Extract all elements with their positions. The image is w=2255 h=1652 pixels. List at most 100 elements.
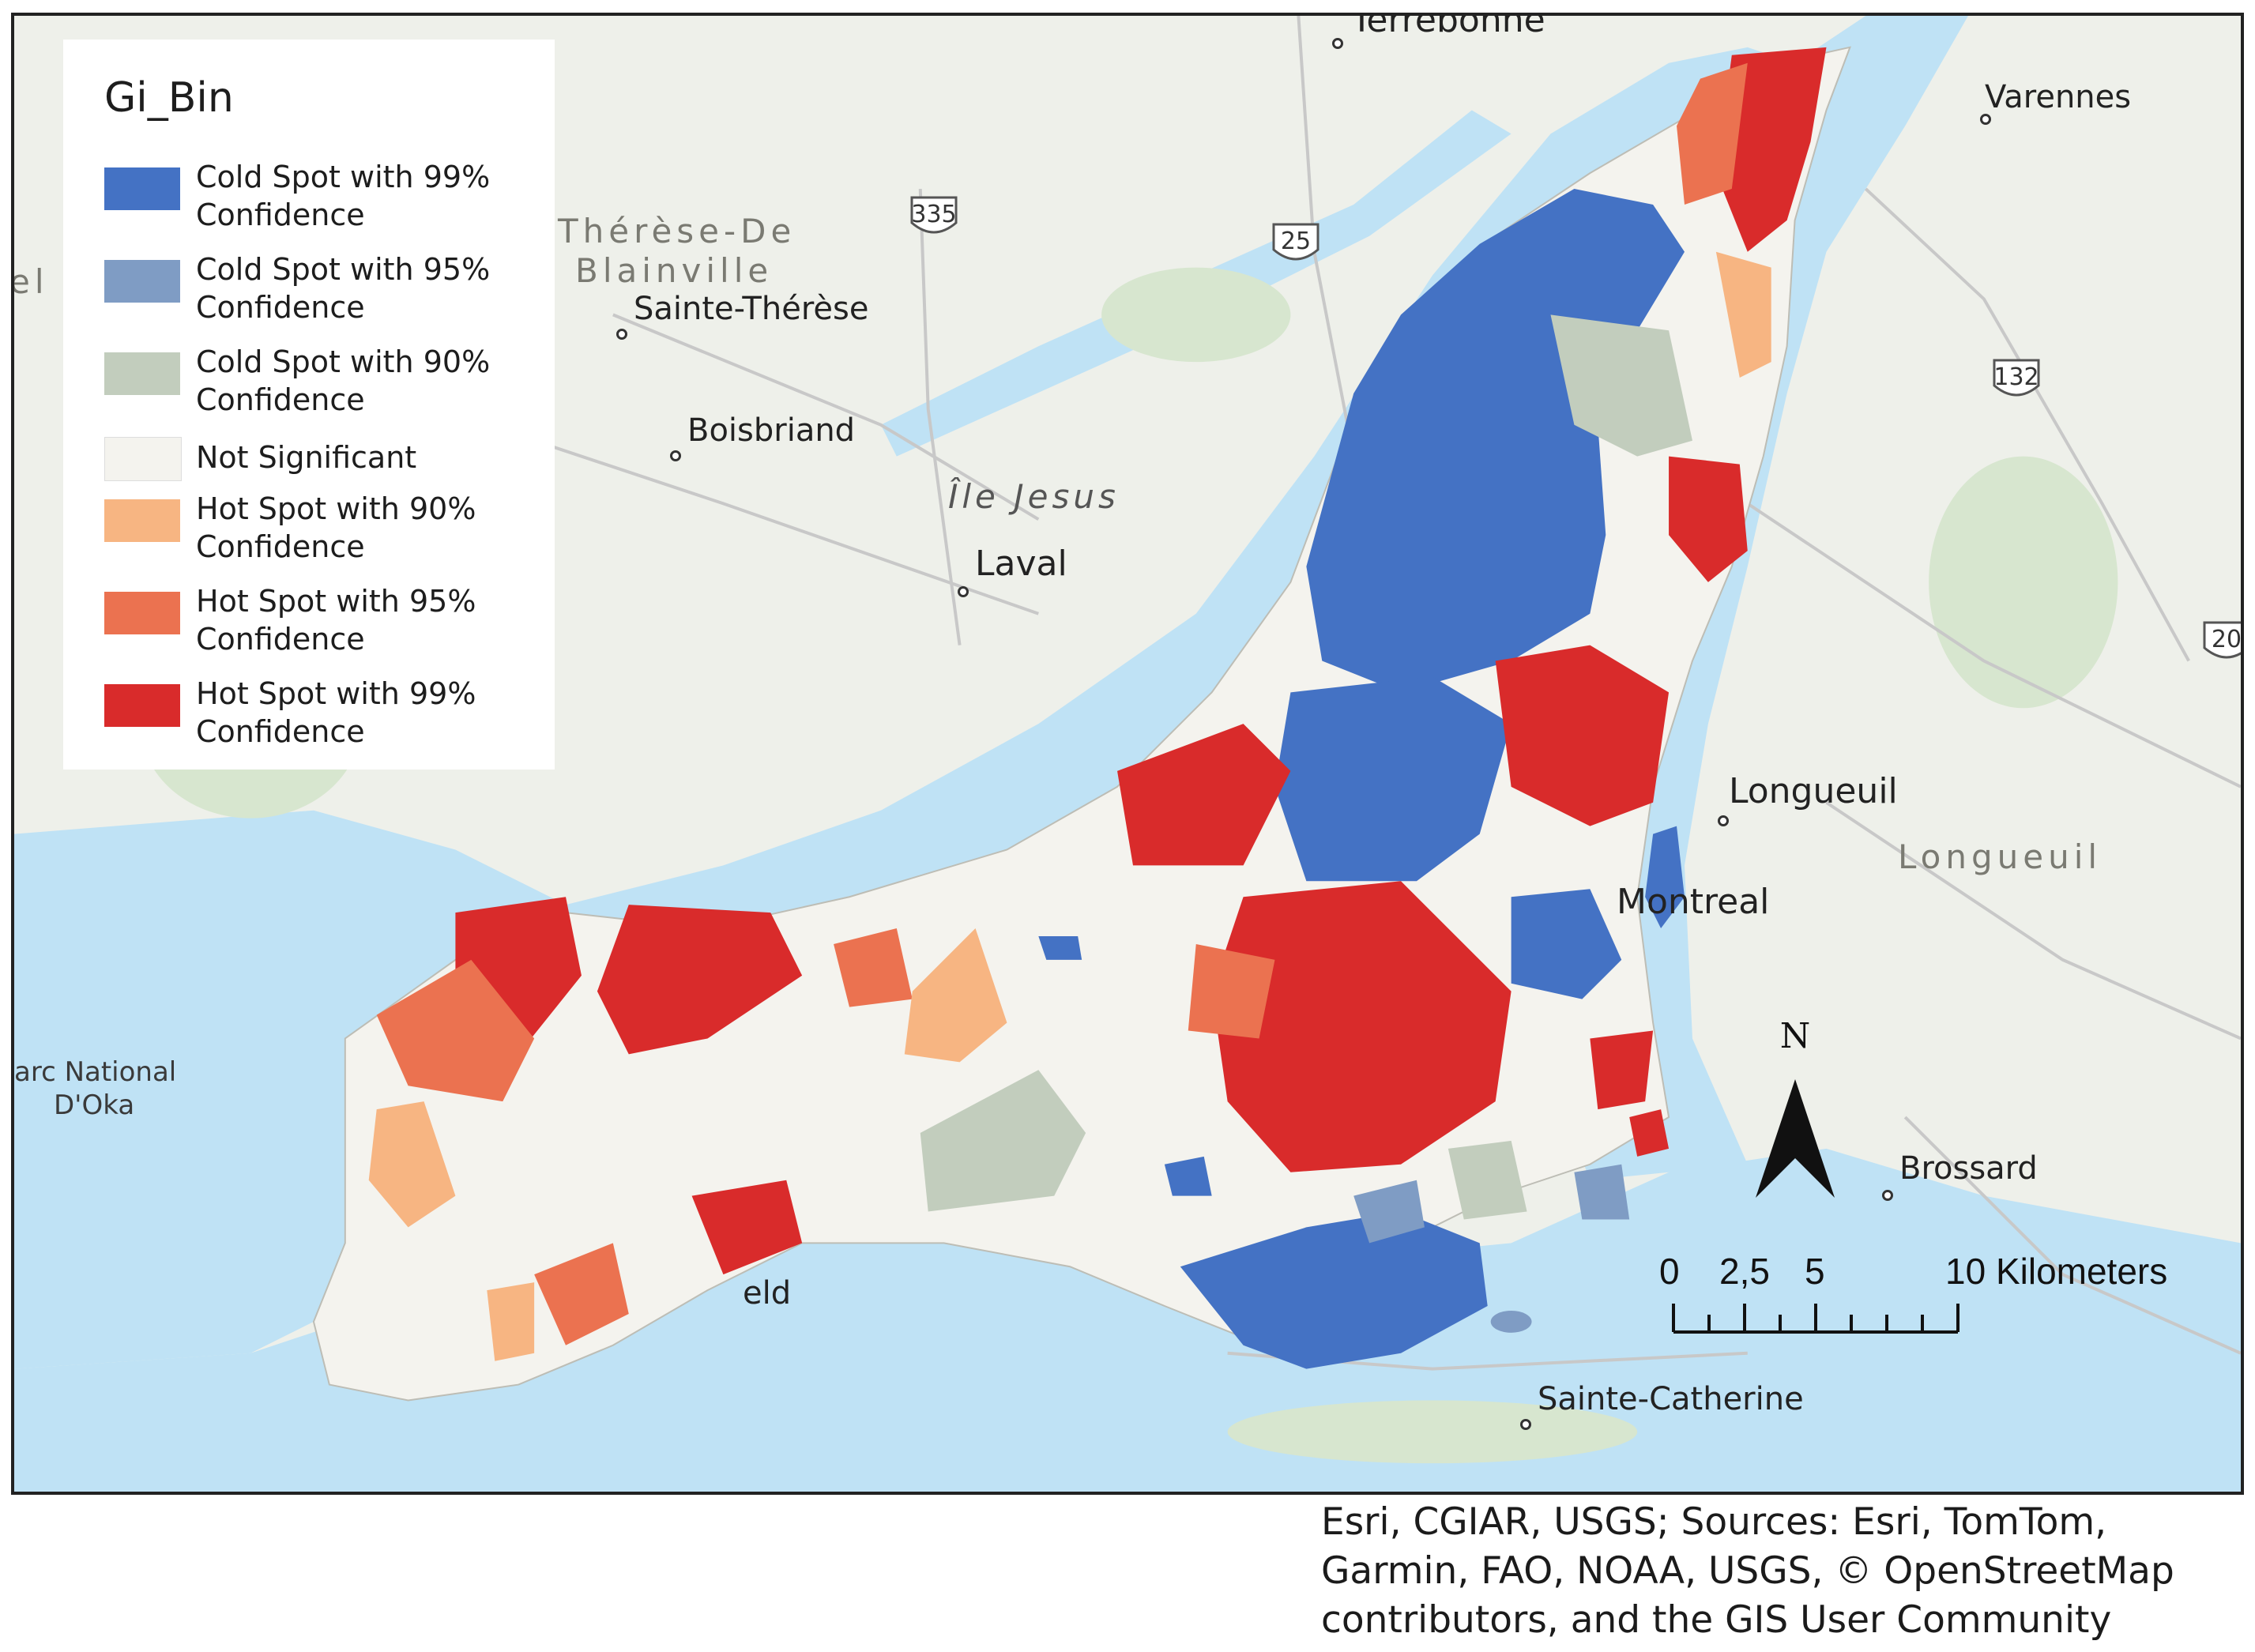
cold-spot-90: [1550, 314, 1692, 457]
legend-title: Gi_Bin: [104, 74, 234, 122]
route-20-shield: 20: [2201, 619, 2242, 660]
place-varennes: Varennes: [1985, 79, 2132, 115]
legend-label: Cold Spot with 99% Confidence: [196, 160, 491, 232]
legend-swatch: [104, 167, 180, 210]
city-marker: [1520, 1419, 1531, 1430]
legend-swatch: [104, 352, 180, 395]
route-335-label: 335: [911, 201, 957, 228]
place-beaconsfield-partial: eld: [743, 1275, 792, 1311]
hot-spot-99-lachine: [691, 1180, 803, 1275]
green-area: [1929, 456, 2118, 709]
city-marker: [958, 586, 969, 597]
place-parc-oka-line1: arc National: [14, 1056, 177, 1088]
legend-swatch: [104, 592, 180, 634]
hot-spot-95: [534, 1243, 629, 1345]
cold-spot-99-small: [1038, 936, 1082, 960]
scale-label-10: 10 Kilometers: [1945, 1251, 2168, 1292]
cold-spot-99-small: [1164, 1156, 1212, 1196]
cold-spot-95: [1574, 1164, 1630, 1220]
place-left-edge: el: [11, 262, 49, 301]
attribution-text: Esri, CGIAR, USGS; Sources: Esri, TomTom…: [1321, 1500, 2174, 1642]
scale-label-2-5: 2,5: [1719, 1251, 1770, 1292]
place-brossard: Brossard: [1899, 1150, 2038, 1187]
hot-spot-95: [1188, 943, 1275, 1039]
place-montreal: Montreal: [1617, 882, 1770, 922]
legend-label: Hot Spot with 99% Confidence: [196, 676, 476, 749]
place-parc-oka-line2: D'Oka: [54, 1089, 135, 1121]
basemap[interactable]: [14, 16, 2241, 1492]
route-335-shield: 335: [909, 194, 959, 235]
city-marker: [670, 450, 681, 461]
place-terrebonne: Terrebonne: [1351, 13, 1545, 40]
place-sainte-catherine: Sainte-Catherine: [1538, 1381, 1804, 1417]
place-longueuil-region: Longueuil: [1898, 837, 2103, 876]
legend-label: Cold Spot with 90% Confidence: [196, 344, 491, 417]
city-marker: [1332, 38, 1343, 49]
lac-saint-louis: [14, 1148, 2241, 1492]
hot-spot-95: [1677, 62, 1748, 205]
place-ile-jesus: Île Jesus: [948, 477, 1120, 516]
scale-bar: 0 2,5 5 10 Kilometers: [1653, 1245, 2222, 1356]
place-boisbriand: Boisbriand: [687, 412, 856, 449]
legend-label: Hot Spot with 95% Confidence: [196, 584, 476, 657]
route-20-label: 20: [2211, 626, 2242, 653]
place-sainte-therese: Sainte-Thérèse: [634, 291, 869, 327]
legend: Gi_Bin Cold Spot with 99% Confidence Col…: [63, 40, 555, 770]
place-laval: Laval: [975, 544, 1067, 584]
hot-spot-99-east: [1669, 456, 1748, 582]
hot-spot-99-saintlaurent: [1117, 724, 1291, 866]
cold-spot-99-north: [1306, 189, 1685, 693]
hot-spot-90: [1715, 251, 1771, 378]
hot-spot-99-cotedesneiges: [1211, 881, 1511, 1172]
shield-icon: [1993, 359, 2040, 397]
shield-icon: [2203, 621, 2241, 659]
city-marker: [1980, 114, 1991, 125]
hot-spot-90: [368, 1101, 456, 1228]
route-132-label: 132: [1993, 363, 2039, 391]
hot-spot-99-small: [1629, 1109, 1670, 1157]
legend-label: Hot Spot with 90% Confidence: [196, 491, 476, 564]
scale-label-0: 0: [1659, 1251, 1680, 1292]
hot-spot-90: [904, 928, 1007, 1063]
place-longueuil-city: Longueuil: [1729, 771, 1898, 811]
route-132-shield: 132: [1991, 357, 2042, 398]
legend-label: Not Significant: [196, 440, 417, 475]
route-25-label: 25: [1280, 228, 1312, 255]
cold-spot-95: [1353, 1180, 1425, 1244]
route-25-shield: 25: [1271, 221, 1321, 262]
cold-spot-90: [1447, 1140, 1527, 1220]
city-marker: [1718, 815, 1729, 826]
legend-swatch: [104, 260, 180, 303]
hot-spot-95: [834, 928, 913, 1007]
islet: [1490, 1310, 1532, 1333]
place-blainville: Blainville: [575, 251, 774, 290]
legend-label: Cold Spot with 95% Confidence: [196, 252, 491, 325]
legend-swatch: [104, 684, 180, 727]
hot-spot-99-rosemont: [1495, 645, 1670, 826]
city-marker: [616, 329, 627, 340]
shield-icon: [1272, 223, 1319, 261]
hot-spot-90: [487, 1282, 535, 1361]
hot-spot-99-verdun: [1590, 1030, 1654, 1110]
city-marker: [1882, 1190, 1893, 1201]
cold-spot-99-south: [1180, 1211, 1488, 1369]
hot-spot-99-pierrefonds: [597, 905, 803, 1055]
north-arrow: N: [1748, 1016, 1843, 1198]
cold-spot-99-central: [1274, 676, 1511, 882]
cold-spot-99-plateau: [1511, 889, 1622, 999]
ile-sainte-helene: [1645, 826, 1685, 929]
north-letter: N: [1779, 1016, 1811, 1056]
scale-label-5: 5: [1805, 1251, 1825, 1292]
green-area: [1227, 1400, 1638, 1464]
map-frame[interactable]: Terrebonne Varennes Thérèse-De Blainvill…: [11, 13, 2244, 1495]
hot-spot-99-northeast: [1715, 47, 1827, 252]
legend-swatch: [104, 437, 182, 481]
shield-icon: [910, 196, 958, 234]
green-area: [1101, 267, 1291, 363]
legend-swatch: [104, 499, 180, 542]
place-therese-de: Thérèse-De: [558, 212, 796, 250]
hot-spot-95: [376, 959, 535, 1102]
scale-bar-graphic: [1672, 1304, 1959, 1334]
north-arrow-icon: [1756, 1079, 1835, 1198]
cold-spot-90: [920, 1070, 1086, 1212]
